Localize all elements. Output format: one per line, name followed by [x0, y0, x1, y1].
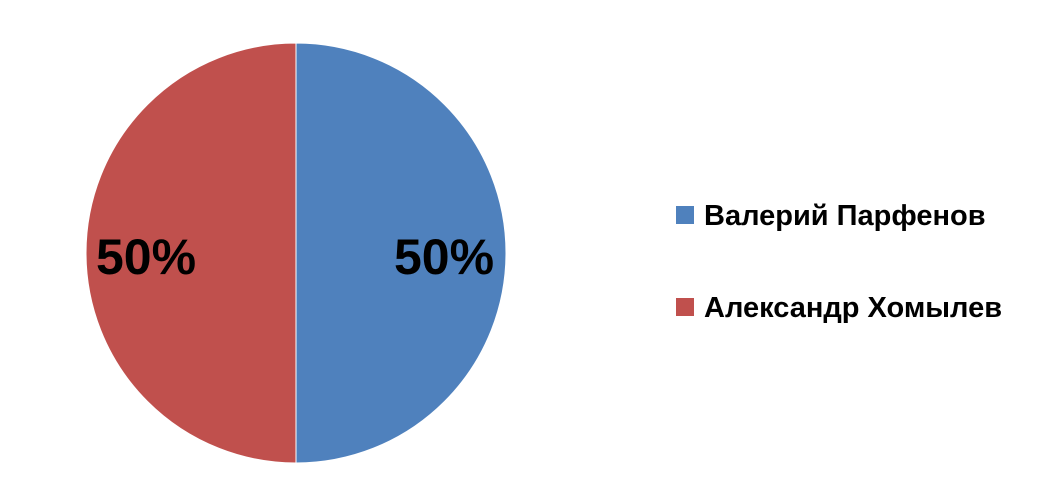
pie-slice-2	[85, 42, 297, 464]
legend-swatch-1	[676, 206, 694, 224]
pie-data-labels: 50% 50%	[96, 229, 494, 285]
legend-swatch-2	[676, 298, 694, 316]
pie-slice-1	[295, 42, 507, 464]
chart-legend: Валерий Парфенов Александр Хомылев	[676, 200, 1002, 324]
legend-entry-2: Александр Хомылев	[676, 292, 1002, 324]
legend-entry-1: Валерий Парфенов	[676, 200, 986, 232]
legend-label-1: Валерий Парфенов	[704, 200, 986, 232]
legend-label-2: Александр Хомылев	[704, 292, 1002, 324]
pie-slices	[85, 42, 507, 464]
data-label-2: 50%	[96, 229, 196, 285]
data-label-1: 50%	[394, 229, 494, 285]
